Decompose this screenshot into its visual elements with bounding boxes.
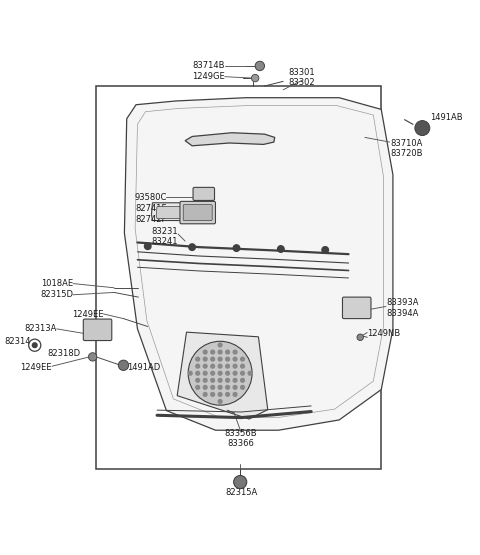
Text: 82315D: 82315D <box>40 290 73 299</box>
Circle shape <box>189 244 195 250</box>
Circle shape <box>211 371 215 375</box>
Text: 1249EE: 1249EE <box>21 362 52 372</box>
Circle shape <box>88 352 97 361</box>
Circle shape <box>32 343 37 347</box>
Text: 82314: 82314 <box>4 337 31 346</box>
Circle shape <box>218 392 222 396</box>
Circle shape <box>233 371 237 375</box>
Circle shape <box>211 386 215 389</box>
Text: 1249EE: 1249EE <box>72 310 103 319</box>
Circle shape <box>240 364 244 368</box>
FancyBboxPatch shape <box>193 188 215 200</box>
Circle shape <box>211 392 215 396</box>
Circle shape <box>233 364 237 368</box>
Circle shape <box>233 392 237 396</box>
Circle shape <box>415 120 430 135</box>
Circle shape <box>322 246 328 253</box>
Text: 83393A
83394A: 83393A 83394A <box>386 298 419 317</box>
Text: 83231
83241: 83231 83241 <box>152 226 178 246</box>
Circle shape <box>240 357 244 361</box>
Polygon shape <box>177 332 268 419</box>
Circle shape <box>255 61 264 70</box>
Text: 82741F
82742F: 82741F 82742F <box>135 204 167 224</box>
Circle shape <box>233 379 237 382</box>
Text: 1249NB: 1249NB <box>367 329 400 338</box>
Circle shape <box>218 379 222 382</box>
Circle shape <box>248 371 252 375</box>
Circle shape <box>218 350 222 354</box>
Circle shape <box>188 371 192 375</box>
Circle shape <box>240 371 244 375</box>
Circle shape <box>211 364 215 368</box>
Circle shape <box>218 386 222 389</box>
Text: 83710A
83720B: 83710A 83720B <box>391 139 423 158</box>
Circle shape <box>240 379 244 382</box>
Circle shape <box>226 350 229 354</box>
Text: 83301
83302: 83301 83302 <box>288 68 315 87</box>
Circle shape <box>204 350 207 354</box>
Polygon shape <box>124 98 393 430</box>
Circle shape <box>226 386 229 389</box>
Circle shape <box>226 379 229 382</box>
Circle shape <box>196 379 200 382</box>
Text: 1491AD: 1491AD <box>127 362 160 372</box>
Circle shape <box>204 379 207 382</box>
Circle shape <box>240 386 244 389</box>
Circle shape <box>357 334 363 341</box>
Circle shape <box>211 350 215 354</box>
Circle shape <box>119 360 129 370</box>
Circle shape <box>233 357 237 361</box>
Circle shape <box>218 371 222 375</box>
Text: 83356B
83366: 83356B 83366 <box>225 429 257 448</box>
FancyBboxPatch shape <box>180 201 216 224</box>
Circle shape <box>226 357 229 361</box>
FancyBboxPatch shape <box>84 319 112 341</box>
Text: 82313A: 82313A <box>24 324 57 334</box>
Circle shape <box>204 364 207 368</box>
Circle shape <box>204 386 207 389</box>
Circle shape <box>234 476 247 488</box>
Circle shape <box>252 74 259 82</box>
Polygon shape <box>156 206 208 219</box>
Circle shape <box>226 364 229 368</box>
Circle shape <box>233 350 237 354</box>
Text: 1018AE: 1018AE <box>41 279 73 288</box>
Text: 1491AB: 1491AB <box>430 113 463 122</box>
Circle shape <box>218 400 222 403</box>
FancyBboxPatch shape <box>342 297 371 319</box>
Circle shape <box>226 392 229 396</box>
Circle shape <box>218 343 222 347</box>
Circle shape <box>211 357 215 361</box>
Circle shape <box>204 357 207 361</box>
Circle shape <box>196 364 200 368</box>
Circle shape <box>218 364 222 368</box>
Text: 83714B: 83714B <box>192 62 225 70</box>
Text: 82315A: 82315A <box>225 488 257 497</box>
Text: 93580C: 93580C <box>134 193 167 201</box>
Circle shape <box>226 371 229 375</box>
Circle shape <box>211 379 215 382</box>
Circle shape <box>144 243 151 250</box>
Circle shape <box>204 392 207 396</box>
Circle shape <box>233 386 237 389</box>
Circle shape <box>277 246 284 253</box>
Text: 1249GE: 1249GE <box>192 72 225 81</box>
Circle shape <box>204 371 207 375</box>
Circle shape <box>188 341 252 405</box>
Circle shape <box>233 245 240 251</box>
Circle shape <box>196 386 200 389</box>
Circle shape <box>196 371 200 375</box>
Text: 82318D: 82318D <box>47 349 80 358</box>
Circle shape <box>218 357 222 361</box>
Polygon shape <box>185 133 275 146</box>
FancyBboxPatch shape <box>183 205 212 220</box>
Circle shape <box>196 357 200 361</box>
Polygon shape <box>152 203 211 220</box>
